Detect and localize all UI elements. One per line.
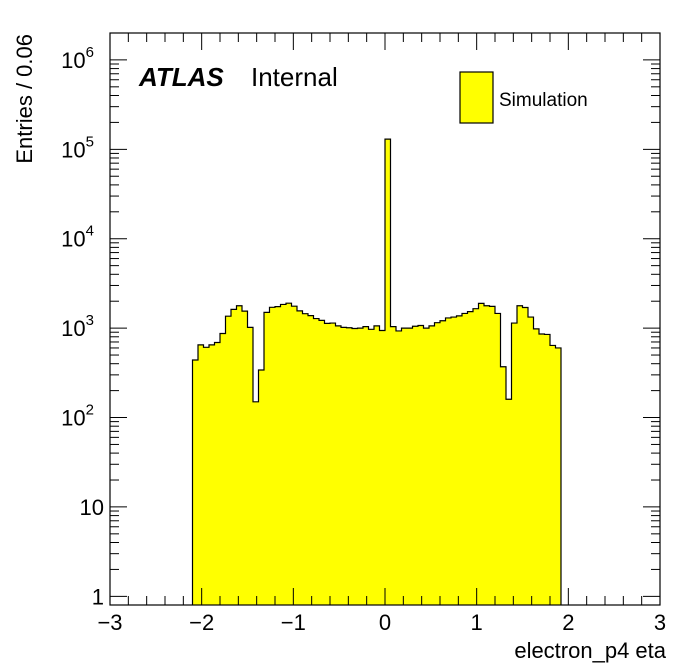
- histogram-bin: [434, 322, 441, 605]
- histogram-bin: [374, 325, 380, 605]
- x-tick-label: 1: [471, 610, 483, 635]
- histogram-bin: [462, 313, 468, 605]
- histogram-bin: [214, 342, 221, 605]
- histogram-bin: [517, 305, 523, 605]
- y-tick-label: 103: [61, 312, 94, 341]
- histogram-bars: [192, 139, 562, 605]
- histogram-bin: [401, 328, 408, 605]
- histogram-bin: [412, 326, 419, 605]
- histogram-bin: [324, 323, 331, 605]
- histogram-bin: [236, 305, 243, 605]
- histogram-bin: [297, 310, 303, 605]
- y-tick-label: 105: [61, 133, 94, 162]
- histogram-bin: [484, 305, 490, 605]
- histogram-bin: [264, 312, 270, 605]
- histogram-bin: [313, 318, 320, 605]
- histogram-bin: [539, 333, 545, 605]
- histogram-bin: [550, 345, 556, 605]
- histogram-bin: [225, 316, 232, 605]
- histogram-bin: [253, 401, 259, 605]
- histogram-bin: [390, 326, 397, 605]
- histogram-bin: [555, 347, 562, 605]
- y-tick-label: 1: [92, 584, 104, 609]
- x-tick-label: 0: [379, 610, 391, 635]
- histogram-bin: [352, 328, 358, 605]
- histogram-bin: [528, 317, 534, 605]
- histogram-bin: [269, 307, 276, 605]
- y-tick-label: 102: [61, 402, 94, 431]
- histogram-bin: [396, 330, 402, 605]
- axis-ticks: [109, 32, 661, 605]
- histogram-bin: [440, 320, 446, 605]
- histogram-bin: [335, 325, 342, 605]
- atlas-label: ATLAS: [138, 62, 224, 92]
- internal-label: Internal: [251, 62, 338, 92]
- histogram-bin: [198, 344, 204, 605]
- x-tick-label: 2: [562, 610, 574, 635]
- histogram-bin: [473, 308, 479, 605]
- x-tick-label: 3: [654, 610, 666, 635]
- legend-label: Simulation: [499, 90, 588, 111]
- histogram-bin: [346, 327, 353, 605]
- histogram-bin: [209, 344, 215, 605]
- histogram-bin: [500, 366, 507, 605]
- histogram-bin: [445, 317, 452, 605]
- histogram-bin: [379, 330, 386, 605]
- histogram-bin: [220, 333, 226, 605]
- histogram-bin: [357, 328, 364, 605]
- x-tick-label: −1: [281, 610, 306, 635]
- histogram-bin: [478, 303, 485, 605]
- histogram-bin: [286, 303, 292, 605]
- histogram-bin: [341, 327, 347, 605]
- histogram-bin: [247, 327, 254, 605]
- histogram-bin: [192, 360, 199, 605]
- legend-swatch: [459, 71, 494, 124]
- histogram-bin: [456, 315, 463, 605]
- histogram-bin: [533, 328, 540, 605]
- histogram-bin: [368, 329, 375, 605]
- histogram-bin: [291, 306, 298, 605]
- histogram-bin: [385, 139, 391, 605]
- histogram-bin: [280, 304, 287, 605]
- histogram-bin: [489, 306, 496, 605]
- histogram-bin: [231, 309, 237, 605]
- histogram-bin: [451, 317, 457, 605]
- y-tick-label: 104: [61, 223, 94, 252]
- histogram-bin: [522, 307, 529, 605]
- y-tick-labels: 1 10 102 103 104 105 106: [61, 44, 104, 609]
- histogram-bin: [429, 325, 435, 605]
- histogram-bin: [258, 370, 265, 605]
- histogram-bin: [407, 328, 413, 605]
- histogram-bin: [275, 306, 281, 605]
- histogram-bin: [506, 399, 512, 605]
- histogram-bin: [495, 313, 501, 605]
- x-tick-label: −2: [189, 610, 214, 635]
- histogram-bin: [363, 326, 369, 605]
- histogram-outline: [191, 138, 562, 605]
- x-tick-labels: −3 −2 −1 0 1 2 3: [97, 610, 666, 635]
- histogram-bin: [418, 325, 424, 605]
- histogram-bin: [242, 311, 248, 605]
- histogram-bin: [330, 323, 336, 605]
- histogram-bin: [302, 313, 309, 605]
- y-axis-title: Entries / 0.06: [12, 34, 37, 164]
- histogram-bin: [544, 334, 551, 605]
- histogram-bin: [203, 347, 210, 605]
- histogram-bin: [511, 323, 518, 605]
- y-tick-label: 106: [61, 44, 94, 73]
- histogram-bin: [308, 315, 314, 605]
- x-tick-label: −3: [97, 610, 122, 635]
- y-tick-label: 10: [80, 495, 104, 520]
- histogram-bin: [467, 311, 474, 605]
- histogram-bin: [319, 320, 325, 605]
- histogram-bin: [423, 328, 430, 605]
- x-axis-title: electron_p4 eta: [514, 638, 666, 663]
